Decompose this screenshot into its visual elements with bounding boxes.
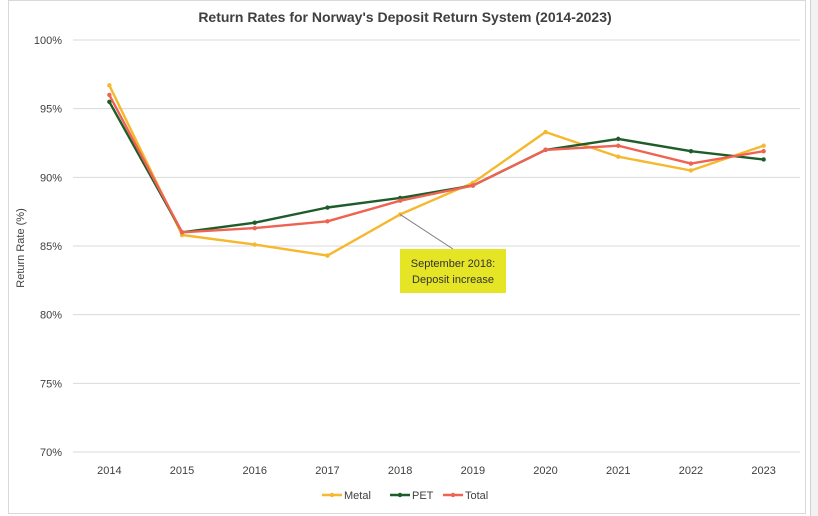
legend-marker-total (450, 492, 456, 498)
y-tick-label: 95% (40, 104, 62, 116)
annotation-line-1: September 2018: (411, 258, 495, 270)
legend-marker-pet (397, 492, 403, 498)
y-tick-label: 80% (40, 310, 62, 322)
x-tick-label: 2018 (388, 465, 412, 477)
data-point-pet (107, 99, 112, 105)
legend-label-pet: PET (412, 490, 434, 502)
data-point-metal (761, 143, 766, 148)
series-line-pet (108, 101, 764, 234)
data-point-total (761, 149, 766, 154)
data-point-total (470, 183, 476, 188)
legend-label-metal: Metal (344, 490, 371, 502)
y-tick-label: 90% (40, 172, 62, 184)
data-point-total (252, 225, 257, 231)
adjacent-panel-edge (810, 0, 818, 516)
x-tick-label: 2017 (315, 465, 339, 477)
legend-label-total: Total (465, 490, 488, 502)
data-point-metal (325, 253, 330, 258)
annotation: September 2018: Deposit increase (399, 213, 506, 293)
x-tick-label: 2022 (679, 465, 703, 477)
annotation-box (400, 249, 506, 293)
data-point-metal (616, 154, 621, 159)
y-axis-ticks: 100% 95% 90% 85% 80% 75% 70% (34, 35, 62, 459)
y-tick-label: 75% (40, 378, 62, 390)
x-axis-ticks: 2014 2015 2016 2017 2018 2019 2020 2021 2022 2023 (97, 465, 776, 477)
y-axis-label: Return Rate (%) (15, 208, 27, 287)
gridlines (73, 39, 800, 453)
data-point-pet (688, 149, 694, 154)
x-tick-label: 2020 (533, 465, 557, 477)
series-lines (107, 83, 766, 258)
data-point-total (688, 161, 694, 166)
chart-title: Return Rates for Norway's Deposit Return… (198, 9, 611, 25)
data-point-pet (616, 136, 621, 142)
data-point-total (107, 92, 112, 98)
series-line-metal (108, 84, 764, 257)
data-point-pet (761, 157, 766, 162)
y-tick-label: 70% (40, 447, 62, 459)
series-line-total (108, 94, 764, 234)
x-tick-label: 2014 (97, 465, 121, 477)
annotation-leader-line (399, 213, 454, 250)
data-point-total (179, 230, 185, 235)
x-tick-label: 2015 (170, 465, 194, 477)
data-point-total (616, 143, 621, 148)
data-point-metal (688, 168, 694, 173)
data-point-total (543, 147, 548, 153)
x-tick-label: 2016 (243, 465, 267, 477)
data-point-metal (543, 129, 548, 135)
data-point-pet (252, 220, 257, 225)
y-tick-label: 85% (40, 241, 62, 253)
x-tick-label: 2019 (461, 465, 485, 477)
x-tick-label: 2023 (751, 465, 775, 477)
data-point-metal (252, 242, 257, 247)
data-point-metal (107, 83, 112, 88)
data-point-total (397, 198, 403, 203)
legend: Metal PET Total (322, 490, 488, 502)
x-tick-label: 2021 (606, 465, 630, 477)
annotation-line-2: Deposit increase (412, 274, 494, 286)
legend-marker-metal (329, 492, 335, 498)
data-point-total (325, 219, 330, 224)
y-tick-label: 100% (34, 35, 62, 47)
data-point-pet (325, 205, 330, 210)
